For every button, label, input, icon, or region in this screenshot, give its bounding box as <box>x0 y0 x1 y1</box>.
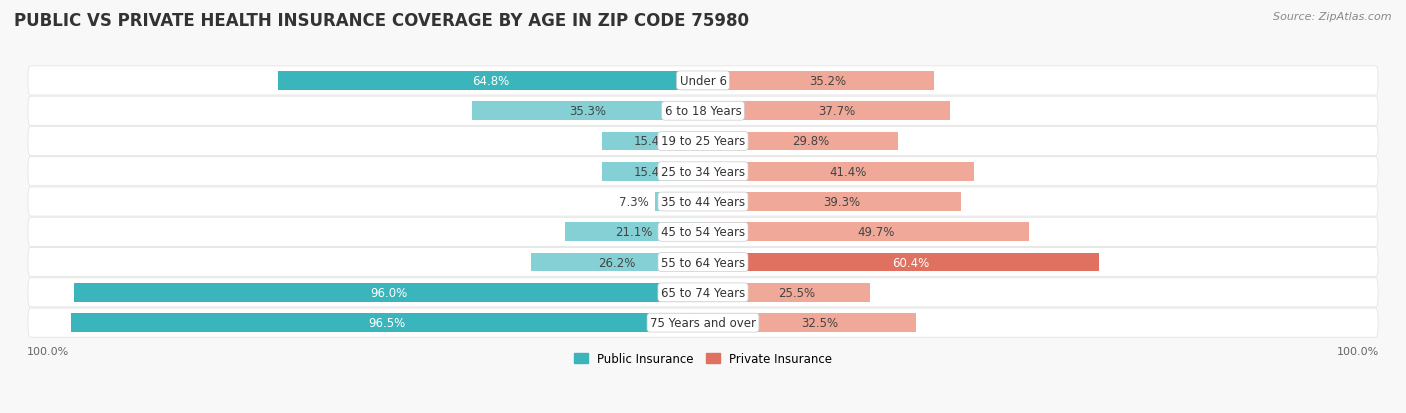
Text: 65 to 74 Years: 65 to 74 Years <box>661 286 745 299</box>
Text: 96.5%: 96.5% <box>368 316 405 329</box>
Text: 21.1%: 21.1% <box>616 226 652 239</box>
FancyBboxPatch shape <box>28 188 1378 216</box>
Bar <box>703 283 870 302</box>
Text: 15.4%: 15.4% <box>634 135 671 148</box>
Bar <box>703 162 974 181</box>
Bar <box>565 223 703 242</box>
Bar <box>703 223 1029 242</box>
FancyBboxPatch shape <box>28 157 1378 186</box>
Text: 64.8%: 64.8% <box>472 75 509 88</box>
Text: 35 to 44 Years: 35 to 44 Years <box>661 196 745 209</box>
Legend: Public Insurance, Private Insurance: Public Insurance, Private Insurance <box>569 348 837 370</box>
Text: PUBLIC VS PRIVATE HEALTH INSURANCE COVERAGE BY AGE IN ZIP CODE 75980: PUBLIC VS PRIVATE HEALTH INSURANCE COVER… <box>14 12 749 30</box>
Text: 39.3%: 39.3% <box>823 196 860 209</box>
Text: Source: ZipAtlas.com: Source: ZipAtlas.com <box>1274 12 1392 22</box>
Bar <box>278 72 703 90</box>
FancyBboxPatch shape <box>28 218 1378 247</box>
Bar <box>75 283 703 302</box>
FancyBboxPatch shape <box>28 97 1378 126</box>
Bar <box>531 253 703 272</box>
Text: 60.4%: 60.4% <box>891 256 929 269</box>
Text: 29.8%: 29.8% <box>792 135 830 148</box>
Text: 49.7%: 49.7% <box>858 226 894 239</box>
Bar <box>703 193 960 211</box>
Text: 15.4%: 15.4% <box>634 165 671 178</box>
Bar <box>703 253 1098 272</box>
FancyBboxPatch shape <box>28 278 1378 307</box>
Text: Under 6: Under 6 <box>679 75 727 88</box>
Bar <box>703 132 898 151</box>
Text: 32.5%: 32.5% <box>801 316 838 329</box>
FancyBboxPatch shape <box>28 309 1378 337</box>
Text: 35.3%: 35.3% <box>569 105 606 118</box>
Bar <box>703 102 950 121</box>
Text: 41.4%: 41.4% <box>830 165 868 178</box>
Text: 75 Years and over: 75 Years and over <box>650 316 756 329</box>
Bar <box>703 313 915 332</box>
Text: 6 to 18 Years: 6 to 18 Years <box>665 105 741 118</box>
Text: 55 to 64 Years: 55 to 64 Years <box>661 256 745 269</box>
Bar <box>602 132 703 151</box>
Text: 7.3%: 7.3% <box>619 196 648 209</box>
Bar <box>70 313 703 332</box>
Text: 25 to 34 Years: 25 to 34 Years <box>661 165 745 178</box>
Bar <box>471 102 703 121</box>
Text: 37.7%: 37.7% <box>818 105 855 118</box>
Bar <box>703 72 934 90</box>
FancyBboxPatch shape <box>28 67 1378 96</box>
Text: 19 to 25 Years: 19 to 25 Years <box>661 135 745 148</box>
FancyBboxPatch shape <box>28 248 1378 277</box>
Text: 26.2%: 26.2% <box>599 256 636 269</box>
Bar <box>655 193 703 211</box>
Bar <box>602 162 703 181</box>
Text: 45 to 54 Years: 45 to 54 Years <box>661 226 745 239</box>
Text: 25.5%: 25.5% <box>778 286 815 299</box>
Text: 96.0%: 96.0% <box>370 286 408 299</box>
FancyBboxPatch shape <box>28 127 1378 156</box>
Text: 35.2%: 35.2% <box>810 75 846 88</box>
